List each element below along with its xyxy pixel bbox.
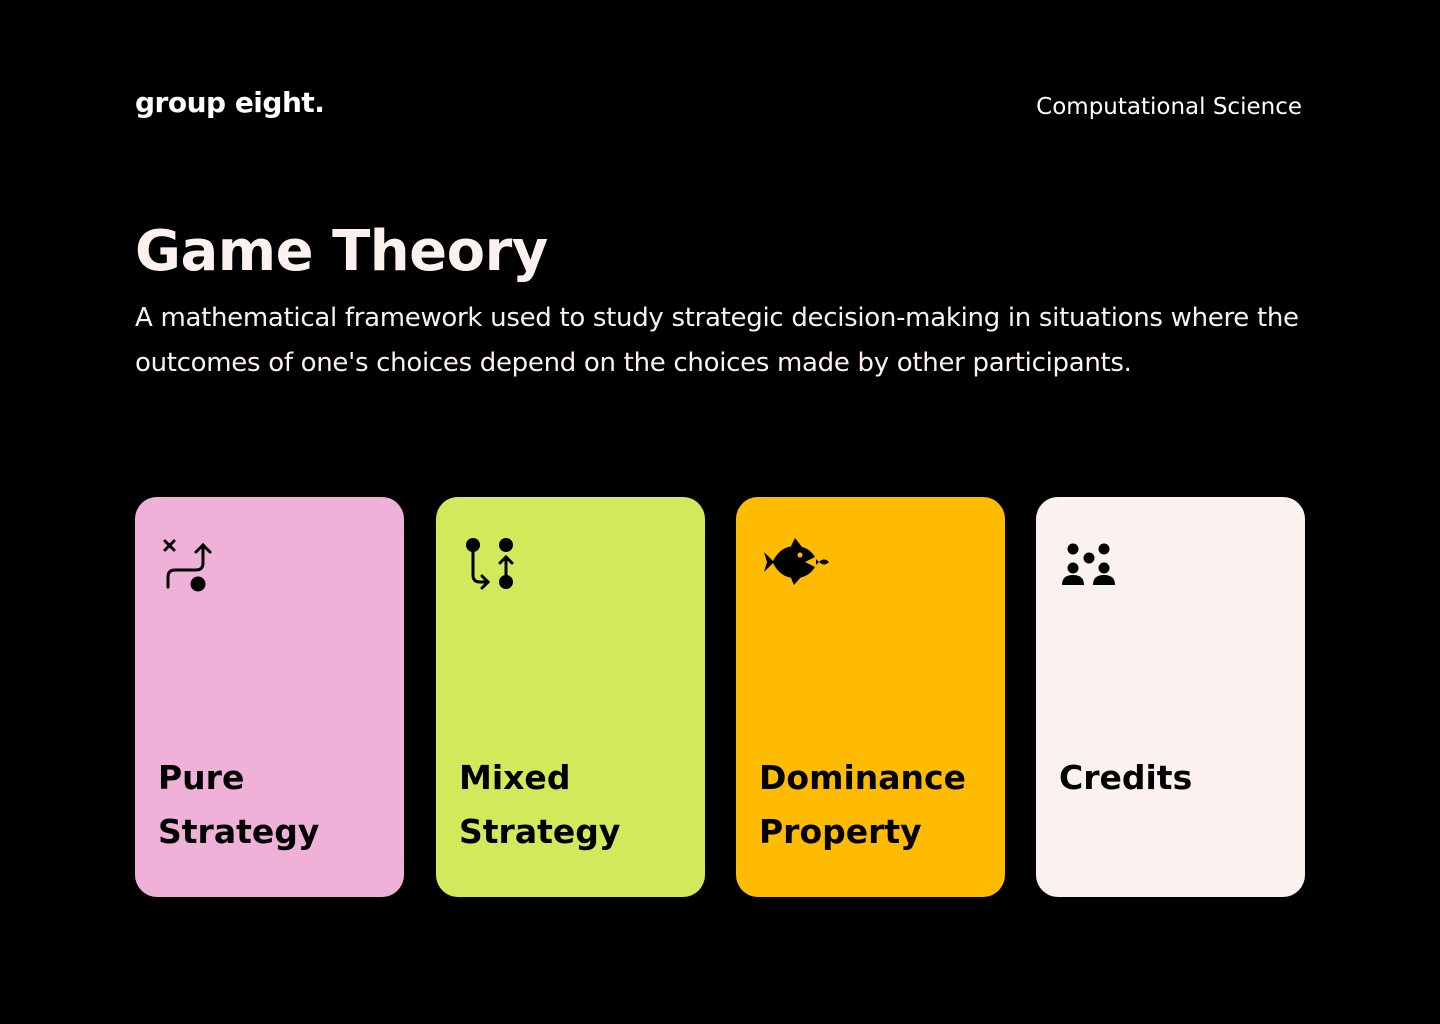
- card-label: Mixed Strategy: [459, 751, 689, 859]
- card-label: Credits: [1059, 751, 1289, 805]
- card-mixed-strategy[interactable]: Mixed Strategy: [436, 497, 705, 897]
- card-label-line: Dominance: [759, 758, 966, 797]
- brand-logo: group eight.: [135, 86, 325, 119]
- page-description: A mathematical framework used to study s…: [135, 303, 1299, 378]
- card-label-line: Strategy: [459, 812, 621, 851]
- page-title: Game Theory: [135, 219, 548, 284]
- card-label-line: Strategy: [158, 812, 320, 851]
- card-label: Dominance Property: [759, 751, 989, 859]
- card-label-line: Mixed: [459, 758, 571, 797]
- card-label: Pure Strategy: [158, 751, 388, 859]
- group-people-icon: [1061, 535, 1121, 595]
- topic-cards: Pure Strategy M: [135, 497, 1305, 897]
- card-label-line: Property: [759, 812, 922, 851]
- card-dominance-property[interactable]: Dominance Property: [736, 497, 1005, 897]
- card-pure-strategy[interactable]: Pure Strategy: [135, 497, 404, 897]
- branch-merge-icon: [461, 535, 521, 595]
- card-credits[interactable]: Credits: [1036, 497, 1305, 897]
- big-fish-eats-small-fish-icon: [761, 535, 829, 595]
- card-label-line: Pure: [158, 758, 245, 797]
- card-label-line: Credits: [1059, 758, 1193, 797]
- course-name: Computational Science: [1036, 94, 1302, 120]
- route-icon: [160, 535, 220, 595]
